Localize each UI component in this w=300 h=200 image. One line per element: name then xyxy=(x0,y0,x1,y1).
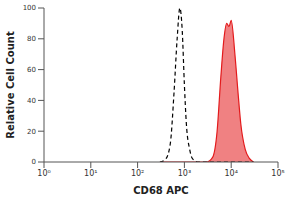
svg-text:10⁰: 10⁰ xyxy=(37,169,50,178)
svg-text:10¹: 10¹ xyxy=(84,169,97,178)
svg-text:60: 60 xyxy=(27,66,36,74)
svg-text:10³: 10³ xyxy=(178,169,191,178)
svg-text:80: 80 xyxy=(27,35,36,43)
svg-text:100: 100 xyxy=(23,4,36,12)
svg-text:10²: 10² xyxy=(131,169,144,178)
svg-text:20: 20 xyxy=(27,128,36,136)
svg-text:CD68 APC: CD68 APC xyxy=(133,185,188,196)
svg-text:10⁴: 10⁴ xyxy=(225,169,238,178)
svg-text:40: 40 xyxy=(27,97,36,105)
svg-text:Relative Cell Count: Relative Cell Count xyxy=(8,31,16,139)
svg-text:10⁵: 10⁵ xyxy=(271,169,284,178)
svg-text:0: 0 xyxy=(32,158,36,166)
